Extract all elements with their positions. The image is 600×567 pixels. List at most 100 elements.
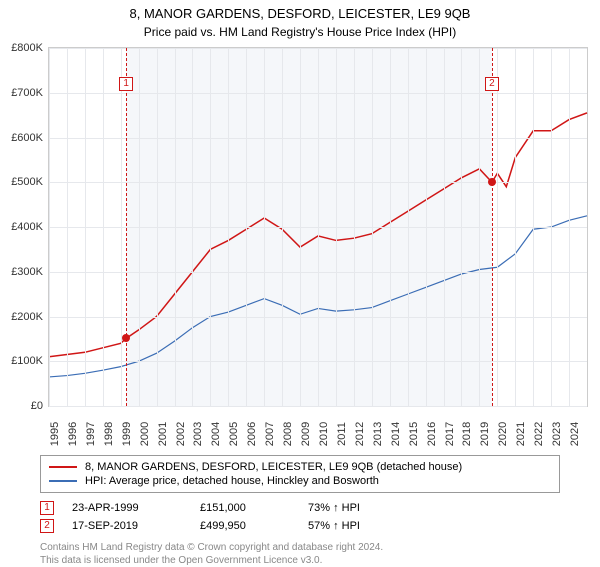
gridline-v: [390, 48, 391, 406]
x-axis-tick-label: 2013: [372, 422, 384, 446]
footer-attribution: Contains HM Land Registry data © Crown c…: [40, 541, 560, 567]
transaction-table: 1 23-APR-1999 £151,000 73% ↑ HPI 2 17-SEP-201…: [40, 499, 560, 535]
footer-line-2: This data is licensed under the Open Gov…: [40, 554, 560, 567]
x-axis-tick-label: 2003: [192, 422, 204, 446]
gridline-v: [300, 48, 301, 406]
x-axis-tick-label: 2002: [175, 422, 187, 446]
x-axis-tick-label: 2005: [228, 422, 240, 446]
x-axis-tick-label: 2020: [497, 422, 509, 446]
transaction-marker: 1: [40, 501, 54, 515]
legend-label: HPI: Average price, detached house, Hinc…: [85, 475, 379, 487]
footer-line-1: Contains HM Land Registry data © Crown c…: [40, 541, 560, 554]
x-axis-tick-label: 1997: [85, 422, 97, 446]
y-axis-tick-label: £800K: [11, 42, 49, 54]
y-axis-tick-label: £200K: [11, 311, 49, 323]
transaction-marker: 2: [40, 519, 54, 533]
legend-row: 8, MANOR GARDENS, DESFORD, LEICESTER, LE…: [49, 460, 551, 474]
event-point: [488, 178, 496, 186]
gridline-v: [569, 48, 570, 406]
x-axis-tick-label: 2019: [479, 422, 491, 446]
transaction-delta: 57% ↑ HPI: [308, 520, 360, 532]
gridline-v: [67, 48, 68, 406]
x-axis-tick-label: 2008: [282, 422, 294, 446]
gridline-v: [103, 48, 104, 406]
x-axis-tick-label: 2011: [336, 422, 348, 446]
x-axis-tick-label: 2010: [318, 422, 330, 446]
x-axis-tick-label: 1999: [121, 422, 133, 446]
gridline-v: [264, 48, 265, 406]
gridline-v: [85, 48, 86, 406]
x-axis-tick-label: 2004: [210, 422, 222, 446]
gridline-v: [192, 48, 193, 406]
legend-box: 8, MANOR GARDENS, DESFORD, LEICESTER, LE…: [40, 455, 560, 493]
legend-label: 8, MANOR GARDENS, DESFORD, LEICESTER, LE…: [85, 461, 462, 473]
event-marker-label: 1: [119, 77, 133, 91]
gridline-v: [210, 48, 211, 406]
gridline-h: [49, 406, 587, 407]
transaction-date: 17-SEP-2019: [72, 520, 182, 532]
legend-swatch: [49, 480, 77, 482]
x-axis-tick-label: 2007: [264, 422, 276, 446]
gridline-v: [157, 48, 158, 406]
x-axis-tick-label: 2015: [408, 422, 420, 446]
x-axis-tick-label: 1998: [103, 422, 115, 446]
y-axis-tick-label: £600K: [11, 132, 49, 144]
transaction-delta: 73% ↑ HPI: [308, 502, 360, 514]
gridline-v: [515, 48, 516, 406]
y-axis-tick-label: £700K: [11, 87, 49, 99]
y-axis-tick-label: £0: [31, 400, 49, 412]
gridline-v: [175, 48, 176, 406]
x-axis-tick-label: 2009: [300, 422, 312, 446]
gridline-v: [49, 48, 50, 406]
chart-title: 8, MANOR GARDENS, DESFORD, LEICESTER, LE…: [0, 0, 600, 21]
chart-plot-area: £0£100K£200K£300K£400K£500K£600K£700K£80…: [48, 47, 588, 407]
gridline-v: [282, 48, 283, 406]
gridline-v: [426, 48, 427, 406]
gridline-v: [246, 48, 247, 406]
x-axis-tick-label: 1996: [67, 422, 79, 446]
y-axis-tick-label: £100K: [11, 355, 49, 367]
x-axis-tick-label: 2006: [246, 422, 258, 446]
transaction-price: £151,000: [200, 502, 290, 514]
legend-swatch: [49, 466, 77, 468]
event-point: [122, 334, 130, 342]
gridline-v: [318, 48, 319, 406]
gridline-v: [479, 48, 480, 406]
gridline-v: [121, 48, 122, 406]
x-axis-tick-label: 2023: [551, 422, 563, 446]
gridline-v: [336, 48, 337, 406]
gridline-v: [139, 48, 140, 406]
x-axis-tick-label: 2016: [426, 422, 438, 446]
chart-subtitle: Price paid vs. HM Land Registry's House …: [0, 21, 600, 47]
event-marker-label: 2: [485, 77, 499, 91]
x-axis-tick-label: 2022: [533, 422, 545, 446]
x-axis-tick-label: 2001: [157, 422, 169, 446]
y-axis-tick-label: £500K: [11, 176, 49, 188]
gridline-v: [354, 48, 355, 406]
gridline-v: [533, 48, 534, 406]
x-axis-tick-label: 2017: [444, 422, 456, 446]
gridline-v: [497, 48, 498, 406]
event-vline: [492, 48, 493, 406]
gridline-v: [444, 48, 445, 406]
event-vline: [126, 48, 127, 406]
y-axis-tick-label: £300K: [11, 266, 49, 278]
x-axis-tick-label: 2018: [461, 422, 473, 446]
transaction-price: £499,950: [200, 520, 290, 532]
x-axis-tick-label: 2000: [139, 422, 151, 446]
gridline-v: [228, 48, 229, 406]
gridline-v: [408, 48, 409, 406]
x-axis-tick-label: 2024: [569, 422, 581, 446]
transaction-date: 23-APR-1999: [72, 502, 182, 514]
x-axis-tick-label: 2021: [515, 422, 527, 446]
gridline-v: [551, 48, 552, 406]
gridline-v: [372, 48, 373, 406]
transaction-row: 1 23-APR-1999 £151,000 73% ↑ HPI: [40, 499, 560, 517]
x-axis-tick-label: 2014: [390, 422, 402, 446]
x-axis-tick-label: 1995: [49, 422, 61, 446]
x-axis-tick-label: 2012: [354, 422, 366, 446]
y-axis-tick-label: £400K: [11, 221, 49, 233]
transaction-row: 2 17-SEP-2019 £499,950 57% ↑ HPI: [40, 517, 560, 535]
legend-row: HPI: Average price, detached house, Hinc…: [49, 474, 551, 488]
gridline-v: [461, 48, 462, 406]
